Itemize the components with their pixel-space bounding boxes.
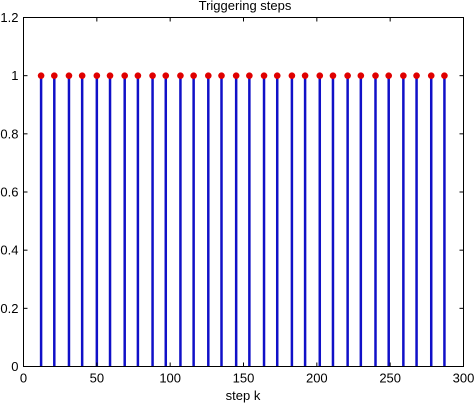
stem-marker xyxy=(288,72,296,79)
stem-marker xyxy=(260,72,268,79)
stem-marker xyxy=(400,72,407,79)
plot-area-frame xyxy=(23,17,464,367)
stem-marker xyxy=(177,72,184,79)
stem-marker xyxy=(301,72,309,79)
stem-marker xyxy=(316,72,324,79)
stem-marker xyxy=(232,72,240,79)
stem-marker xyxy=(37,72,45,79)
stem-marker xyxy=(51,72,58,79)
x-axis-label: step k xyxy=(226,388,261,403)
stem-marker xyxy=(329,72,337,79)
stem-marker xyxy=(218,72,225,79)
stem-marker xyxy=(65,72,73,79)
stem-series xyxy=(37,72,448,367)
y-tick-label: 1 xyxy=(11,68,18,83)
stem-marker xyxy=(78,72,86,79)
stem-marker xyxy=(121,72,128,79)
y-tick-label: 0 xyxy=(11,359,18,374)
stem-marker xyxy=(441,72,448,79)
stem-marker xyxy=(427,72,435,79)
chart-title: Triggering steps xyxy=(199,0,292,13)
y-tick-label: 0.2 xyxy=(0,301,18,316)
axis-ticks: 0 50 100 150 200 250 300 0 0.2 0.4 0.6 0.8 1 1.2 xyxy=(0,10,474,386)
y-tick-label: 0.8 xyxy=(0,126,18,141)
stem-marker xyxy=(106,72,114,79)
y-tick-label: 1.2 xyxy=(0,10,18,25)
stem-marker xyxy=(205,72,212,79)
stem-marker xyxy=(385,72,393,79)
stem-marker xyxy=(149,72,156,79)
x-tick-label: 300 xyxy=(453,371,474,386)
stem-marker xyxy=(134,72,142,79)
stem-marker xyxy=(273,72,281,79)
stem-marker xyxy=(246,72,253,79)
x-tick-label: 50 xyxy=(90,371,104,386)
x-tick-label: 0 xyxy=(20,371,27,386)
stem-marker xyxy=(357,72,365,79)
x-tick-label: 150 xyxy=(233,371,255,386)
x-tick-label: 100 xyxy=(159,371,181,386)
x-tick-label: 200 xyxy=(306,371,328,386)
stem-marker xyxy=(344,72,351,79)
stem-marker xyxy=(372,72,379,79)
y-tick-label: 0.6 xyxy=(0,185,18,200)
stem-marker xyxy=(162,72,170,79)
y-tick-label: 0.4 xyxy=(0,243,18,258)
stem-marker xyxy=(190,72,197,79)
stem-marker xyxy=(93,72,101,79)
x-tick-label: 250 xyxy=(379,371,401,386)
stem-marker xyxy=(413,72,420,79)
